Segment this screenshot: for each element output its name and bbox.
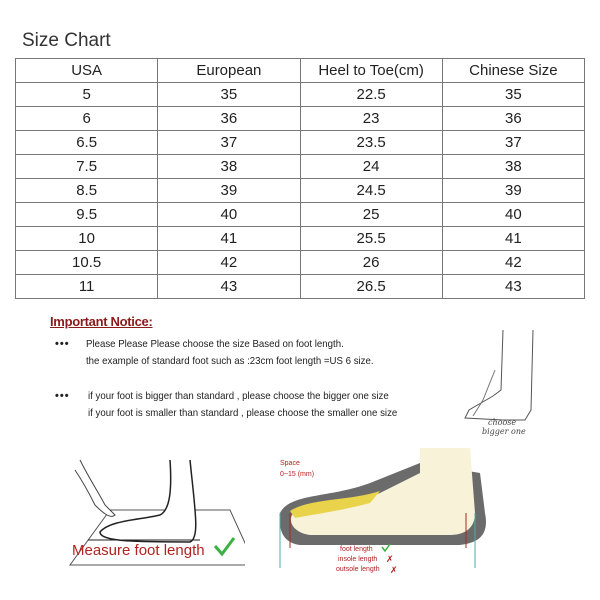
table-cell: 35 [441, 82, 586, 107]
table-cell: 38 [157, 154, 301, 179]
foot-side-icon [464, 330, 534, 421]
table-cell: 36 [157, 106, 301, 131]
choose-label-line: choose [488, 418, 517, 427]
measure-label: Measure foot length [72, 542, 205, 559]
x-icon: ✗ [386, 554, 394, 564]
table-cell: 38 [441, 154, 586, 179]
table-cell: 43 [157, 274, 301, 299]
table-cell: 23 [299, 106, 443, 131]
table-cell: 42 [157, 250, 301, 275]
table-row: 11 43 26.5 43 [14, 274, 586, 299]
table-cell: 24 [299, 154, 443, 179]
notice-line: Please Please Please choose the size Bas… [86, 338, 344, 350]
table-cell: 36 [441, 106, 586, 131]
table-cell: 26 [299, 250, 443, 275]
check-icon [381, 543, 391, 553]
table-cell: 26.5 [299, 274, 443, 299]
table-cell: 22.5 [299, 82, 443, 107]
table-row: 6 36 23 36 [14, 106, 586, 131]
outsole-length-label: outsole length [336, 566, 380, 573]
table-cell: 41 [157, 226, 301, 251]
x-icon: ✗ [390, 565, 398, 575]
table-cell: 39 [441, 178, 586, 203]
table-row: 9.5 40 25 40 [14, 202, 586, 227]
table-cell: 23.5 [299, 130, 443, 155]
table-cell: 40 [157, 202, 301, 227]
notice-line: the example of standard foot such as :23… [86, 355, 374, 367]
insole-length-label: insole length [338, 556, 377, 563]
table-cell: 8.5 [14, 178, 159, 203]
choose-label: choose bigger one [482, 418, 526, 436]
table-cell: 9.5 [14, 202, 159, 227]
table-cell: 6 [14, 106, 159, 131]
table-row: 6.5 37 23.5 37 [14, 130, 586, 155]
shoe-length-illustration: Space 0~15 (mm) foot length insole lengt… [279, 448, 486, 575]
table-cell: 42 [441, 250, 586, 275]
notice-heading: Important Notice: [50, 314, 153, 329]
table-cell: 37 [157, 130, 301, 155]
foot-length-label: foot length [340, 546, 373, 553]
table-cell: 24.5 [299, 178, 443, 203]
table-cell: 43 [441, 274, 586, 299]
table-cell: 25.5 [299, 226, 443, 251]
measure-foot-illustration: Measure foot length [69, 459, 245, 566]
notice-line: if your foot is smaller than standard , … [88, 407, 398, 419]
size-table: USA European Heel to Toe(cm) Chinese Siz… [14, 58, 586, 299]
choose-label-line: bigger one [482, 427, 526, 436]
table-cell: 39 [157, 178, 301, 203]
notice-line: if your foot is bigger than standard , p… [88, 390, 389, 402]
table-cell: 7.5 [14, 154, 159, 179]
table-cell: 11 [14, 274, 159, 299]
header-chinese: Chinese Size [441, 58, 586, 83]
table-row: 7.5 38 24 38 [14, 154, 586, 179]
table-cell: 40 [441, 202, 586, 227]
table-row: 5 35 22.5 35 [14, 82, 586, 107]
header-european: European [157, 58, 301, 83]
bullet-icon: ••• [55, 390, 70, 402]
table-header-row: USA European Heel to Toe(cm) Chinese Siz… [14, 58, 586, 83]
table-cell: 10 [14, 226, 159, 251]
check-icon [213, 537, 236, 557]
table-cell: 35 [157, 82, 301, 107]
header-usa: USA [14, 58, 159, 83]
table-cell: 6.5 [14, 130, 159, 155]
table-row: 10.5 42 26 42 [14, 250, 586, 275]
bullet-icon: ••• [55, 338, 70, 350]
table-cell: 10.5 [14, 250, 159, 275]
table-row: 10 41 25.5 41 [14, 226, 586, 251]
space-label: Space [280, 460, 300, 467]
size-chart-title: Size Chart [22, 30, 111, 51]
table-cell: 5 [14, 82, 159, 107]
table-cell: 41 [441, 226, 586, 251]
table-cell: 37 [441, 130, 586, 155]
header-heel-to-toe: Heel to Toe(cm) [299, 58, 443, 83]
space-range-label: 0~15 (mm) [280, 471, 314, 478]
table-row: 8.5 39 24.5 39 [14, 178, 586, 203]
table-cell: 25 [299, 202, 443, 227]
